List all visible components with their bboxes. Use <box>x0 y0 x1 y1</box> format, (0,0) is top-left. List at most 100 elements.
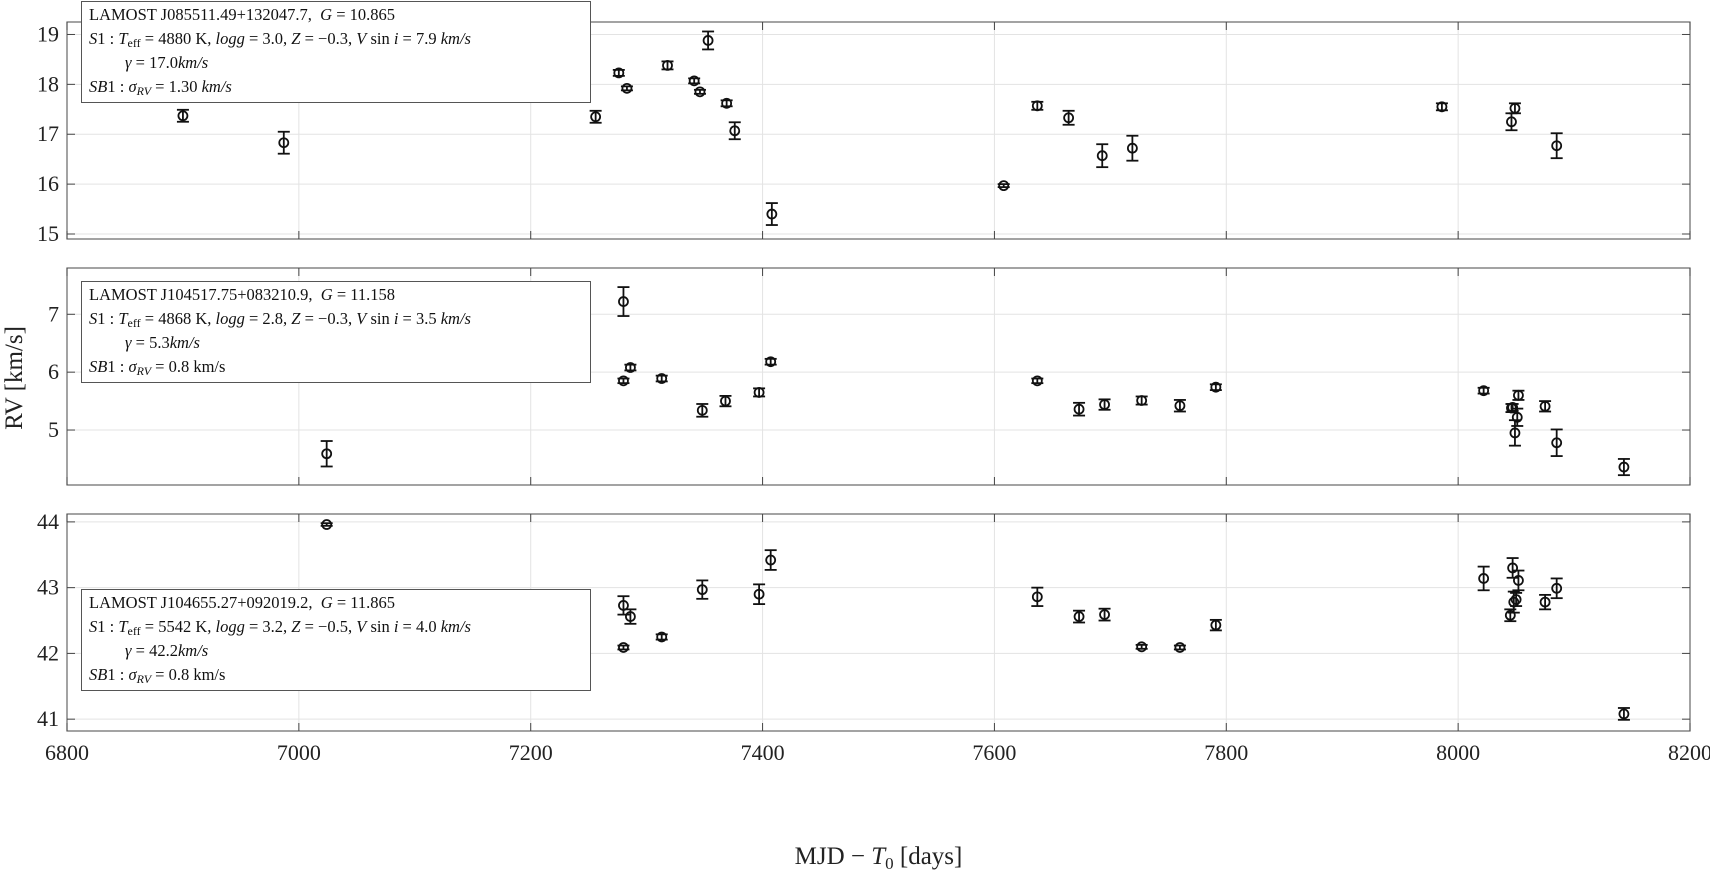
marker <box>1031 100 1043 112</box>
info-box-panel-1: LAMOST J085511.49+132047.7, G = 10.865 S… <box>81 1 591 103</box>
data-point <box>624 362 637 373</box>
marker <box>1436 101 1448 113</box>
data-point <box>720 97 733 109</box>
data-point <box>764 549 777 571</box>
data-point <box>696 403 709 418</box>
marker <box>1539 596 1551 608</box>
data-point <box>1435 101 1448 113</box>
axes-frame <box>66 21 1691 240</box>
marker <box>1210 619 1222 631</box>
marker <box>1551 140 1563 152</box>
marker <box>662 60 673 71</box>
y-tick-label: 43 <box>37 575 59 600</box>
info-box-panel-2: LAMOST J104517.75+083210.9, G = 11.158 S… <box>81 281 591 383</box>
marker <box>656 373 668 384</box>
data-point <box>277 130 290 155</box>
data-point <box>764 356 777 368</box>
y-axis-label: RV [km/s] <box>1 326 28 430</box>
data-point <box>1550 132 1563 160</box>
data-point <box>176 108 189 123</box>
y-tick-label: 18 <box>37 71 59 96</box>
data-point <box>1073 609 1086 624</box>
data-point <box>1512 389 1525 401</box>
data-point <box>1209 381 1222 393</box>
data-point <box>589 109 602 124</box>
y-tick-label: 6 <box>48 359 59 384</box>
data-point <box>1617 707 1630 721</box>
x-tick-label: 8000 <box>1436 740 1480 765</box>
data-point <box>702 30 715 51</box>
data-point <box>320 519 333 530</box>
y-tick-label: 41 <box>37 706 59 731</box>
info-star-line: LAMOST J085511.49+132047.7, G = 10.865 <box>89 5 396 24</box>
marker <box>1478 573 1490 584</box>
data-point <box>1209 618 1222 632</box>
marker <box>278 137 290 149</box>
data-point <box>1098 398 1111 411</box>
data-point <box>1511 407 1524 427</box>
marker <box>721 97 733 109</box>
axes-frame <box>66 267 1691 486</box>
data-point <box>1096 143 1109 169</box>
marker <box>321 519 333 530</box>
data-point <box>1508 102 1521 115</box>
marker <box>1551 582 1563 594</box>
marker <box>621 82 633 94</box>
z-value: −0.5 <box>318 617 348 636</box>
vsini-value: 4.0 <box>415 617 437 636</box>
marker <box>1210 381 1222 393</box>
data-point <box>617 286 630 317</box>
marker <box>765 554 777 566</box>
data-point <box>1135 395 1148 406</box>
marker <box>1504 609 1516 621</box>
marker <box>753 387 765 398</box>
marker <box>1513 389 1524 401</box>
x-tick-label: 7200 <box>509 740 553 765</box>
marker <box>702 35 714 46</box>
marker <box>177 110 189 122</box>
data-point <box>655 373 668 384</box>
y-tick-label: 19 <box>37 21 59 46</box>
data-point <box>1617 458 1630 477</box>
gamma-value: 5.3 <box>149 333 170 352</box>
data-point <box>1173 642 1186 653</box>
info-sb1-line: SB1 : σRV = 0.8 km/s <box>89 665 226 686</box>
data-point <box>1506 557 1519 579</box>
data-point <box>1508 419 1521 447</box>
marker <box>1031 591 1043 603</box>
marker <box>590 111 602 123</box>
data-point <box>753 583 766 605</box>
marker <box>729 125 741 137</box>
data-point <box>620 82 633 94</box>
data-point <box>1031 375 1044 387</box>
vsini-value: 7.9 <box>415 29 437 48</box>
y-tick-label: 5 <box>48 417 59 442</box>
marker <box>766 208 778 220</box>
data-point <box>617 375 630 387</box>
marker <box>1618 461 1630 473</box>
star-name: LAMOST J104655.27+092019.2 <box>89 593 309 612</box>
marker <box>1031 375 1043 387</box>
marker <box>696 584 708 596</box>
x-tick-label: 6800 <box>45 740 89 765</box>
logg-value: 2.8 <box>262 309 284 328</box>
data-point <box>1512 569 1525 592</box>
data-point <box>688 75 701 87</box>
marker <box>618 296 629 307</box>
teff-value: 4880 <box>158 29 192 48</box>
y-tick-label: 44 <box>37 509 59 534</box>
data-point <box>1510 592 1523 607</box>
marker <box>1539 400 1551 412</box>
data-point <box>655 631 668 643</box>
data-point <box>1550 577 1563 600</box>
marker <box>998 180 1010 192</box>
data-point <box>1098 607 1111 622</box>
x-tick-label: 7000 <box>277 740 321 765</box>
data-point <box>1173 399 1186 413</box>
marker <box>1511 411 1523 423</box>
vsini-value: 3.5 <box>415 309 437 328</box>
z-value: −0.3 <box>318 309 348 328</box>
marker <box>1174 642 1186 653</box>
marker <box>1618 708 1630 720</box>
g-magnitude: 10.865 <box>349 5 396 24</box>
